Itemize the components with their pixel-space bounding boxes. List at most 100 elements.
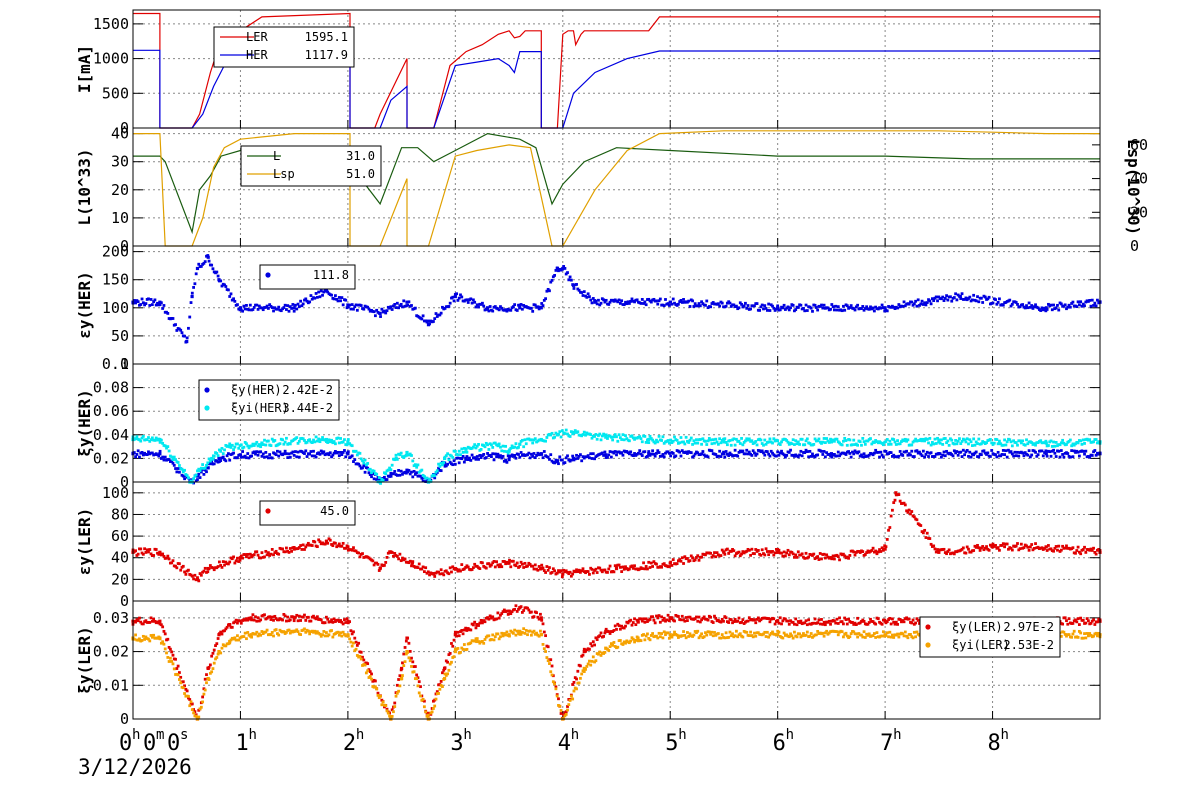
data-point bbox=[683, 634, 687, 637]
data-point bbox=[282, 442, 286, 446]
data-point bbox=[1025, 304, 1028, 308]
data-point bbox=[432, 572, 435, 575]
data-point bbox=[669, 454, 673, 458]
data-point bbox=[243, 553, 247, 556]
data-point bbox=[265, 553, 269, 557]
data-point bbox=[504, 458, 508, 462]
data-point bbox=[499, 445, 502, 449]
data-point bbox=[537, 307, 541, 311]
data-point bbox=[955, 450, 959, 453]
data-point bbox=[879, 450, 883, 454]
data-point bbox=[167, 660, 171, 663]
data-point bbox=[170, 660, 174, 663]
data-point bbox=[1062, 455, 1066, 459]
data-point bbox=[818, 552, 822, 555]
data-point bbox=[462, 446, 466, 450]
data-point bbox=[793, 443, 796, 446]
data-point bbox=[573, 457, 577, 461]
data-point bbox=[1032, 305, 1036, 309]
data-point bbox=[1090, 619, 1094, 623]
data-point bbox=[1097, 440, 1101, 444]
data-point bbox=[288, 455, 292, 459]
data-point bbox=[178, 562, 181, 566]
data-point bbox=[415, 465, 419, 469]
data-point bbox=[607, 453, 611, 457]
data-point bbox=[497, 637, 501, 641]
data-point bbox=[1059, 634, 1063, 638]
data-point bbox=[496, 452, 500, 456]
data-point bbox=[591, 655, 595, 659]
data-point bbox=[309, 619, 313, 623]
data-point bbox=[940, 297, 943, 301]
data-point bbox=[241, 309, 244, 313]
data-point bbox=[1065, 619, 1068, 623]
series-1 bbox=[131, 491, 1102, 583]
data-point bbox=[782, 550, 786, 554]
y-axis-label: L(10^33) bbox=[75, 148, 94, 225]
data-point bbox=[576, 570, 580, 574]
data-point bbox=[889, 635, 893, 639]
data-point bbox=[452, 459, 456, 463]
data-point bbox=[657, 434, 661, 438]
data-point bbox=[330, 629, 333, 632]
data-point bbox=[343, 449, 346, 452]
data-point bbox=[983, 546, 987, 550]
data-point bbox=[910, 449, 914, 453]
data-point bbox=[159, 457, 163, 460]
data-point bbox=[724, 440, 728, 444]
data-point bbox=[1052, 448, 1055, 452]
data-point bbox=[928, 436, 932, 440]
data-point bbox=[384, 561, 388, 564]
data-point bbox=[398, 453, 402, 457]
data-point bbox=[1097, 631, 1101, 635]
data-point bbox=[893, 622, 897, 626]
data-point bbox=[478, 641, 482, 645]
data-point bbox=[990, 545, 994, 548]
data-point bbox=[630, 564, 634, 568]
y-axis-label: εy(LER) bbox=[75, 508, 94, 575]
data-point bbox=[620, 438, 624, 441]
data-point bbox=[707, 630, 711, 634]
data-point bbox=[499, 635, 502, 639]
data-point bbox=[407, 469, 411, 472]
data-point bbox=[670, 302, 674, 306]
data-point bbox=[297, 305, 301, 309]
data-point bbox=[562, 568, 566, 572]
data-point bbox=[366, 669, 370, 673]
data-point bbox=[653, 441, 657, 445]
data-point bbox=[1036, 306, 1040, 310]
data-point bbox=[1081, 302, 1085, 306]
data-point bbox=[193, 573, 197, 577]
data-point bbox=[593, 434, 596, 438]
data-point bbox=[405, 450, 409, 455]
data-point bbox=[256, 634, 260, 638]
data-point bbox=[379, 315, 382, 318]
data-point bbox=[642, 302, 645, 305]
data-point bbox=[674, 454, 678, 458]
data-point bbox=[683, 619, 687, 623]
data-point bbox=[662, 616, 666, 620]
data-point bbox=[509, 308, 513, 312]
data-point bbox=[183, 570, 186, 574]
data-point bbox=[487, 617, 491, 621]
data-point bbox=[687, 635, 691, 638]
data-point bbox=[897, 635, 901, 639]
data-point bbox=[1080, 442, 1084, 446]
data-point bbox=[451, 295, 455, 299]
data-point bbox=[202, 569, 206, 573]
data-point bbox=[447, 305, 451, 308]
data-point bbox=[317, 437, 321, 441]
data-point bbox=[711, 438, 715, 442]
data-point bbox=[1041, 308, 1045, 312]
data-point bbox=[425, 476, 429, 480]
data-point bbox=[832, 557, 836, 561]
data-point bbox=[880, 634, 884, 638]
data-point bbox=[168, 647, 172, 651]
data-point bbox=[1084, 636, 1088, 640]
data-point bbox=[1085, 632, 1089, 635]
data-point bbox=[496, 563, 500, 567]
data-point bbox=[729, 634, 733, 638]
data-point bbox=[968, 450, 972, 454]
data-point bbox=[1088, 298, 1092, 302]
data-point bbox=[836, 633, 840, 637]
